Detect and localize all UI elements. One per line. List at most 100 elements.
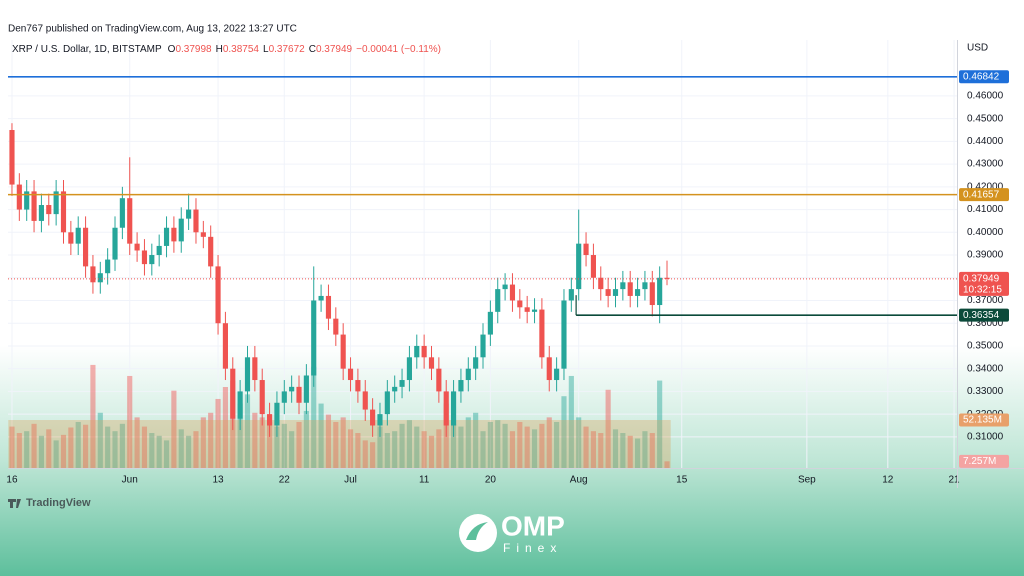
candle-body [208, 236, 214, 267]
candle-body [149, 255, 155, 265]
candle-body [561, 300, 567, 369]
x-tick-label: 13 [212, 475, 224, 486]
candle-body [289, 386, 295, 392]
level-label-bg [959, 308, 1009, 322]
volume-bar [642, 431, 648, 468]
volume-bar [141, 426, 148, 468]
candle-body [9, 130, 15, 185]
candle-body [274, 402, 280, 426]
level-label: 0.41657 [963, 189, 1000, 200]
y-tick-label: 0.31000 [967, 432, 1004, 443]
y-tick-label: 0.42000 [967, 181, 1004, 192]
volume-bar [436, 429, 442, 468]
candle-body [171, 227, 177, 242]
candle-body [384, 391, 390, 415]
last-price-label: 0.37949 [963, 274, 1000, 285]
volume-bar [576, 417, 582, 468]
candle-body [215, 266, 221, 324]
volume-bar [318, 403, 324, 468]
volume-bar [524, 426, 530, 468]
y-tick-label: 0.43000 [967, 159, 1004, 170]
volume-bar [502, 423, 508, 468]
candle-body [31, 191, 37, 221]
y-tick-label: 0.35000 [967, 341, 1004, 352]
candle-body [355, 380, 361, 392]
candle-body [141, 250, 148, 265]
volume-bar [362, 440, 368, 468]
volume-bar [590, 431, 596, 468]
candle-body [377, 414, 383, 426]
candle-body [105, 259, 111, 274]
x-tick-label: Aug [570, 475, 588, 486]
legend-key: O [168, 44, 176, 55]
candle-body [576, 243, 582, 290]
volume-bar [222, 387, 228, 468]
legend-change: −0.00041 (−0.11%) [356, 44, 441, 55]
candle-body [634, 289, 641, 296]
volume-bar [237, 403, 243, 468]
candle-body [583, 243, 589, 256]
candles [9, 123, 670, 437]
candle-body [612, 289, 619, 296]
candle-body [340, 334, 346, 369]
candle-body [156, 245, 162, 256]
candle-body [347, 368, 354, 381]
volume-bar [554, 421, 560, 468]
candle-body [605, 289, 611, 296]
x-tick-label: 16 [6, 475, 18, 486]
candle-body [178, 218, 184, 242]
volume-bar [296, 421, 302, 468]
volume-bar [9, 426, 15, 468]
volume-bar [458, 426, 464, 468]
brand-logo: OMP Finex [459, 510, 565, 555]
volume-bar [340, 417, 346, 468]
volume-bar [193, 431, 199, 468]
volume-bar [347, 429, 354, 468]
volume-bar [90, 364, 96, 468]
legend-value: 0.37998 [175, 44, 212, 55]
x-tick-label: Sep [798, 475, 816, 486]
y-tick-label: 0.33000 [967, 386, 1004, 397]
volume-bar [252, 412, 258, 468]
volume-bar [171, 390, 177, 468]
volume-bar [68, 427, 74, 468]
volume-bar [266, 421, 273, 468]
candle-body [252, 357, 258, 381]
candle-body [495, 289, 501, 312]
volume-bar [119, 423, 125, 468]
candle-body [200, 232, 206, 237]
candle-body [458, 380, 464, 392]
volume-bar [561, 396, 567, 468]
candle-body [487, 311, 493, 335]
volume-bar [215, 398, 221, 468]
brand-icon-mark [466, 522, 488, 540]
last-price-bg [959, 271, 1009, 296]
y-tick-label: 0.45000 [967, 113, 1004, 124]
candle-body [163, 227, 170, 246]
candle-body [539, 309, 545, 358]
volume-last-label-bg [959, 454, 1009, 468]
level-label: 0.36354 [963, 310, 1000, 321]
candle-body [450, 391, 457, 426]
volume-bar [53, 440, 59, 468]
candle-body [60, 191, 67, 233]
volume-bar [24, 431, 30, 468]
volume-bar [333, 421, 339, 468]
watermark: TradingView [26, 497, 91, 509]
candle-body [303, 375, 309, 403]
candle-body [664, 277, 670, 279]
volume-bar [97, 412, 103, 468]
candle-body [414, 345, 420, 358]
volume-bar [495, 420, 501, 468]
y-tick-label: 0.44000 [967, 136, 1004, 147]
y-tick-label: 0.39000 [967, 250, 1004, 261]
candle-body [266, 414, 273, 426]
x-tick-label: 22 [279, 475, 291, 486]
volume-bar [178, 429, 184, 468]
legend: XRP / U.S. Dollar, 1D, BITSTAMP O0.37998 H… [12, 44, 441, 55]
volume-bar [274, 426, 280, 468]
volume-bar [38, 435, 44, 468]
candle-body [657, 277, 663, 306]
volume-bar [134, 417, 140, 468]
volume-bar [664, 461, 670, 468]
